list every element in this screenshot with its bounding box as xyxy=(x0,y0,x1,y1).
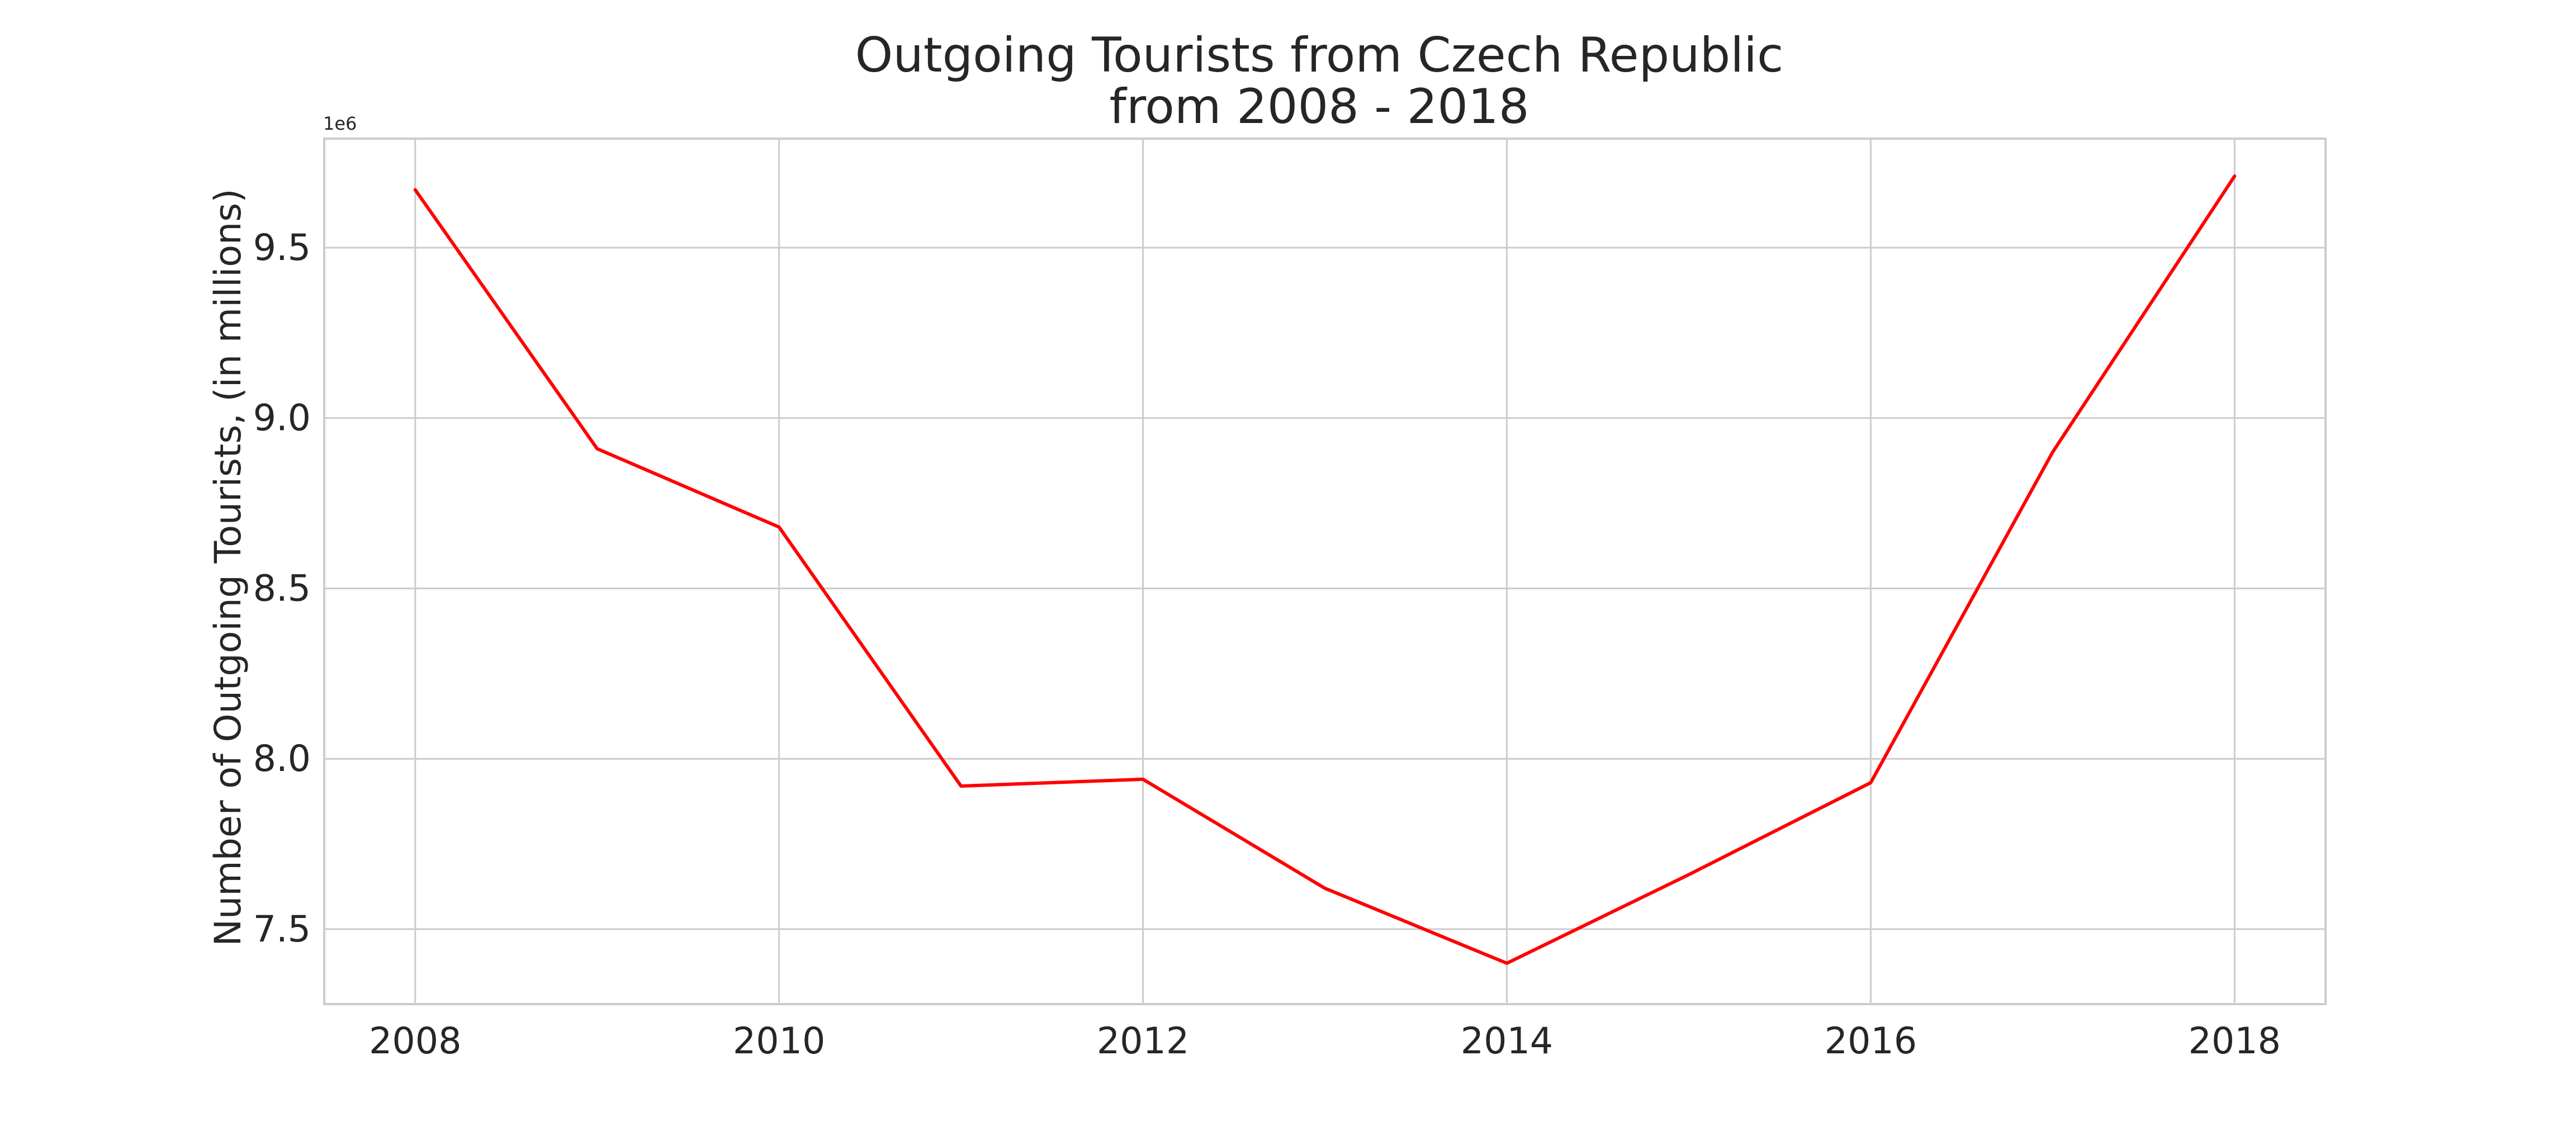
y-gridlines xyxy=(324,247,2326,930)
x-tick-label: 2012 xyxy=(1097,1020,1189,1062)
y-offset-label: 1e6 xyxy=(323,113,357,134)
y-tick-label: 8.5 xyxy=(253,567,311,609)
x-tick-label: 2014 xyxy=(1461,1020,1553,1062)
y-tick-label: 9.0 xyxy=(253,398,311,439)
y-tick-labels: 7.5 8.0 8.5 9.0 9.5 xyxy=(253,227,311,950)
x-tick-label: 2010 xyxy=(733,1020,825,1062)
x-tick-label: 2018 xyxy=(2189,1020,2281,1062)
chart-title-line-2: from 2008 - 2018 xyxy=(1110,79,1530,135)
x-gridlines xyxy=(414,139,2236,1004)
y-tick-label: 8.0 xyxy=(253,738,311,780)
y-tick-label: 9.5 xyxy=(253,227,311,269)
series-line xyxy=(413,174,2237,965)
chart-title-line-1: Outgoing Tourists from Czech Republic xyxy=(855,27,1784,83)
x-tick-labels: 2008 2010 2012 2014 2016 2018 xyxy=(369,1020,2281,1062)
y-tick-label: 7.5 xyxy=(253,909,311,950)
x-tick-label: 2016 xyxy=(1825,1020,1917,1062)
plot-frame xyxy=(323,138,2327,1005)
x-tick-label: 2008 xyxy=(369,1020,461,1062)
y-axis-label: Number of Outgoing Tourists, (in million… xyxy=(207,188,249,946)
